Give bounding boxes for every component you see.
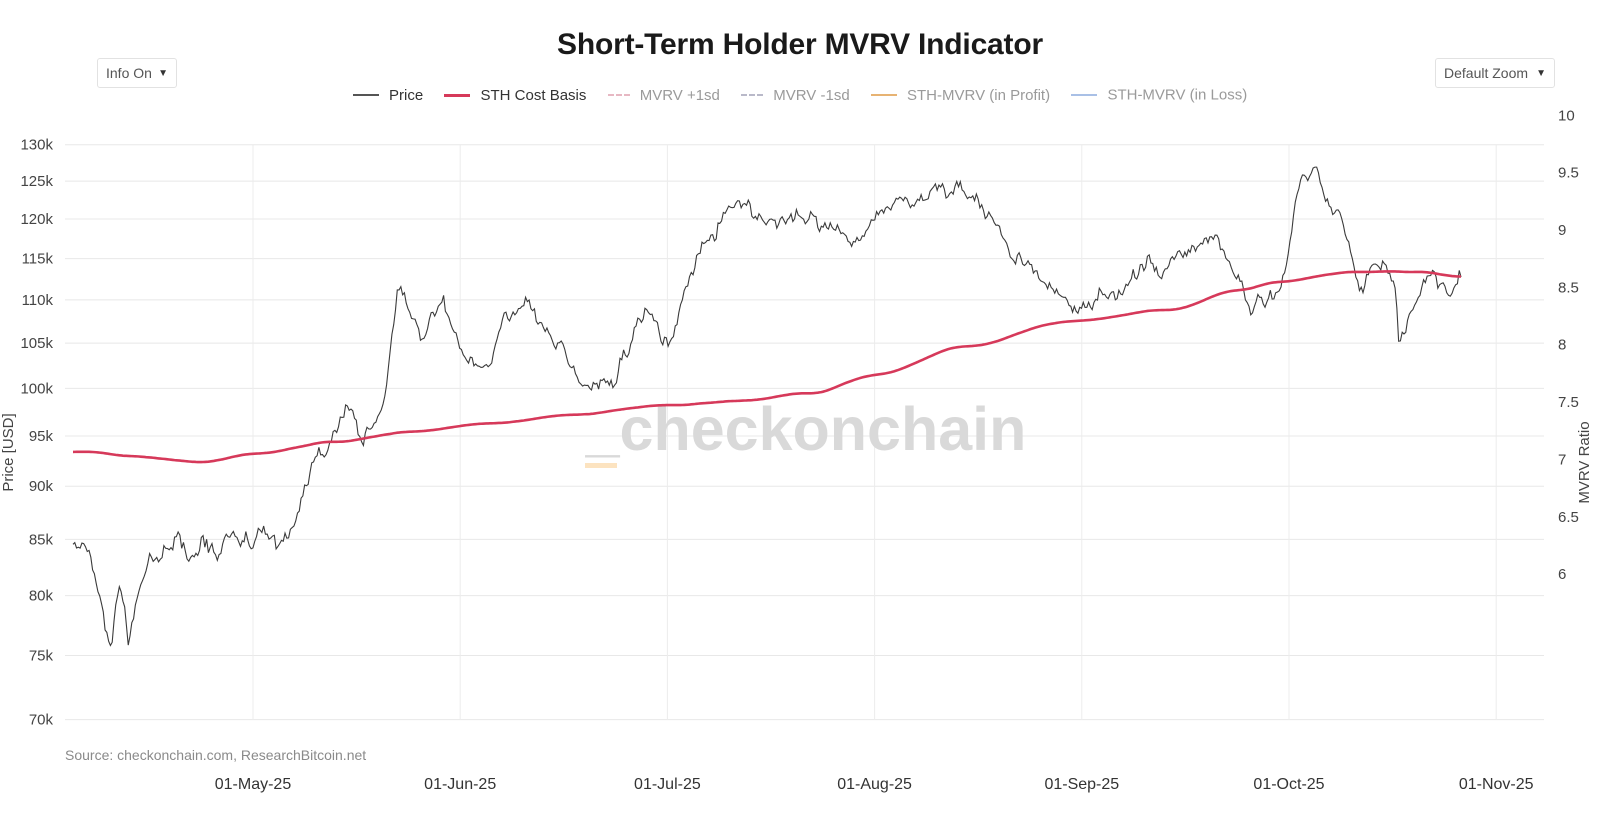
svg-text:80k: 80k: [29, 588, 54, 605]
svg-text:01-Aug-25: 01-Aug-25: [837, 776, 912, 793]
svg-text:120k: 120k: [20, 211, 53, 228]
svg-text:6.5: 6.5: [1558, 509, 1579, 526]
svg-text:01-Jul-25: 01-Jul-25: [634, 776, 701, 793]
svg-text:70k: 70k: [29, 712, 54, 729]
svg-text:01-Nov-25: 01-Nov-25: [1459, 776, 1534, 793]
svg-text:85k: 85k: [29, 531, 54, 548]
svg-text:01-Sep-25: 01-Sep-25: [1044, 776, 1119, 793]
svg-text:01-Jun-25: 01-Jun-25: [424, 776, 496, 793]
svg-text:75k: 75k: [29, 648, 54, 665]
svg-text:8.5: 8.5: [1558, 279, 1579, 296]
svg-text:Source: checkonchain.com, Rese: Source: checkonchain.com, ResearchBitcoi…: [65, 747, 366, 763]
svg-text:Price [USD]: Price [USD]: [0, 413, 17, 491]
svg-text:9: 9: [1558, 222, 1566, 239]
svg-text:10: 10: [1558, 107, 1575, 124]
svg-text:105k: 105k: [20, 335, 53, 352]
svg-text:7.5: 7.5: [1558, 394, 1579, 411]
svg-text:115k: 115k: [22, 251, 54, 268]
svg-text:9.5: 9.5: [1558, 165, 1579, 182]
svg-text:95k: 95k: [29, 428, 54, 445]
svg-text:01-Oct-25: 01-Oct-25: [1253, 776, 1324, 793]
svg-text:130k: 130k: [20, 137, 53, 154]
svg-text:6: 6: [1558, 566, 1566, 583]
svg-text:01-May-25: 01-May-25: [215, 776, 292, 793]
svg-text:7: 7: [1558, 451, 1566, 468]
svg-text:125k: 125k: [20, 173, 53, 190]
svg-text:110k: 110k: [22, 292, 54, 309]
svg-text:90k: 90k: [29, 478, 54, 495]
svg-text:100k: 100k: [20, 380, 53, 397]
svg-text:8: 8: [1558, 337, 1566, 354]
svg-text:MVRV Ratio: MVRV Ratio: [1576, 421, 1593, 503]
